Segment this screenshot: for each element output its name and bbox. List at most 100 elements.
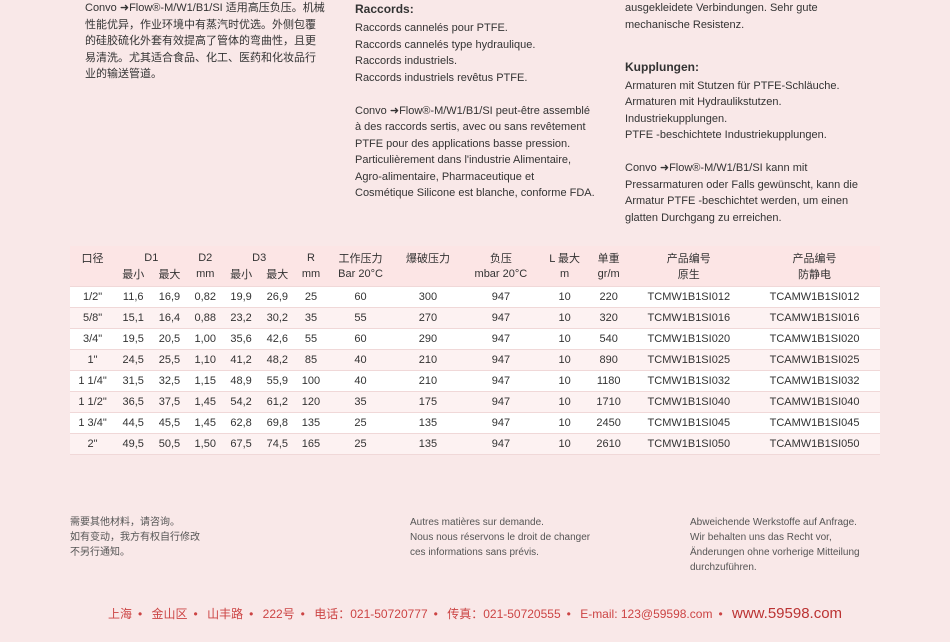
table-cell: 175 <box>395 392 462 413</box>
table-cell: TCMW1B1SI050 <box>629 434 750 455</box>
table-cell: TCMW1B1SI012 <box>629 287 750 308</box>
table-cell: 300 <box>395 287 462 308</box>
table-cell: 2450 <box>589 413 629 434</box>
table-cell: 1180 <box>589 371 629 392</box>
footer-line: Nous nous réservons le droit de changer <box>410 530 600 545</box>
col-heading: Kupplungen: <box>625 58 865 76</box>
table-cell: 74,5 <box>259 434 295 455</box>
table-cell: 220 <box>589 287 629 308</box>
table-cell: 100 <box>295 371 326 392</box>
table-cell: 69,8 <box>259 413 295 434</box>
table-subheader: 最小 <box>115 266 151 287</box>
table-cell: 11,6 <box>115 287 151 308</box>
col-para: Armaturen mit Hydraulikstutzen. <box>625 94 865 111</box>
table-cell: 62,8 <box>223 413 259 434</box>
footer-notes: 需要其他材料，请咨询。如有变动，我方有权自行修改不另行通知。 Autres ma… <box>0 455 950 595</box>
table-subheader: m <box>540 266 588 287</box>
footer-line: Autres matières sur demande. <box>410 515 600 530</box>
table-cell: 10 <box>540 413 588 434</box>
spec-table-wrap: 口径D1D2D3R工作压力爆破压力负压L 最大单重产品编号产品编号 最小最大mm… <box>0 246 950 455</box>
table-cell: TCAMW1B1SI045 <box>749 413 880 434</box>
table-cell: 5/8" <box>70 308 115 329</box>
table-cell: 61,2 <box>259 392 295 413</box>
table-header: 工作压力 <box>327 246 395 266</box>
table-body: 1/2"11,616,90,8219,926,9256030094710220T… <box>70 287 880 455</box>
table-cell: 890 <box>589 350 629 371</box>
table-cell: TCMW1B1SI032 <box>629 371 750 392</box>
col-para: PTFE -beschichtete Industriekupplungen. <box>625 127 865 144</box>
table-row: 5/8"15,116,40,8823,230,2355527094710320T… <box>70 308 880 329</box>
footer-line: Abweichende Werkstoffe auf Anfrage. <box>690 515 880 530</box>
table-row: 1/2"11,616,90,8219,926,9256030094710220T… <box>70 287 880 308</box>
col-para: Raccords industriels revêtus PTFE. <box>355 70 595 87</box>
table-cell: 24,5 <box>115 350 151 371</box>
table-cell: 0,88 <box>188 308 223 329</box>
table-cell: 10 <box>540 434 588 455</box>
table-cell: 2610 <box>589 434 629 455</box>
table-cell: TCMW1B1SI020 <box>629 329 750 350</box>
table-subheader: mbar 20°C <box>461 266 540 287</box>
table-cell: 1" <box>70 350 115 371</box>
footer-col-german: Abweichende Werkstoffe auf Anfrage.Wir b… <box>630 515 880 575</box>
table-cell: 1 1/4" <box>70 371 115 392</box>
table-cell: 44,5 <box>115 413 151 434</box>
table-cell: 41,2 <box>223 350 259 371</box>
footer-line: Änderungen ohne vorherige Mitteilung dur… <box>690 545 880 575</box>
website-link[interactable]: www.59598.com <box>732 605 842 622</box>
table-header: 口径 <box>70 246 115 266</box>
table-cell: 45,5 <box>151 413 187 434</box>
table-cell: 290 <box>395 329 462 350</box>
table-cell: 540 <box>589 329 629 350</box>
table-cell: 210 <box>395 371 462 392</box>
table-cell: 15,1 <box>115 308 151 329</box>
table-subheader <box>395 266 462 287</box>
table-cell: 1/2" <box>70 287 115 308</box>
table-cell: TCAMW1B1SI040 <box>749 392 880 413</box>
table-cell: TCMW1B1SI045 <box>629 413 750 434</box>
table-cell: TCAMW1B1SI016 <box>749 308 880 329</box>
table-cell: 947 <box>461 434 540 455</box>
col-para <box>625 33 865 50</box>
col-para: Industriekupplungen. <box>625 111 865 128</box>
table-cell: TCAMW1B1SI012 <box>749 287 880 308</box>
table-cell: 40 <box>327 350 395 371</box>
header-row-1: 口径D1D2D3R工作压力爆破压力负压L 最大单重产品编号产品编号 <box>70 246 880 266</box>
table-cell: 3/4" <box>70 329 115 350</box>
table-cell: 19,5 <box>115 329 151 350</box>
table-cell: 1,00 <box>188 329 223 350</box>
col-para: Armaturen mit Stutzen für PTFE-Schläuche… <box>625 78 865 95</box>
table-subheader: 最大 <box>151 266 187 287</box>
table-cell: 947 <box>461 287 540 308</box>
table-cell: 16,4 <box>151 308 187 329</box>
table-cell: 50,5 <box>151 434 187 455</box>
table-row: 1 1/4"31,532,51,1548,955,910040210947101… <box>70 371 880 392</box>
table-header: 负压 <box>461 246 540 266</box>
table-cell: 55 <box>327 308 395 329</box>
table-cell: 10 <box>540 371 588 392</box>
table-cell: 10 <box>540 287 588 308</box>
footer-col-french: Autres matières sur demande.Nous nous ré… <box>290 515 600 575</box>
table-cell: 1710 <box>589 392 629 413</box>
table-cell: 25 <box>327 434 395 455</box>
table-cell: 947 <box>461 350 540 371</box>
table-cell: 37,5 <box>151 392 187 413</box>
table-cell: 55 <box>295 329 326 350</box>
table-subheader: 最小 <box>223 266 259 287</box>
col-para <box>355 86 595 103</box>
table-cell: TCAMW1B1SI020 <box>749 329 880 350</box>
table-cell: TCMW1B1SI025 <box>629 350 750 371</box>
table-subheader: 防静电 <box>749 266 880 287</box>
table-cell: 49,5 <box>115 434 151 455</box>
table-cell: 135 <box>295 413 326 434</box>
col-para: Particulièrement dans l'industrie Alimen… <box>355 152 595 202</box>
table-cell: 165 <box>295 434 326 455</box>
col-para: Raccords industriels. <box>355 53 595 70</box>
table-subheader <box>70 266 115 287</box>
footer-line: ces informations sans prévis. <box>410 545 600 560</box>
table-cell: 1 1/2" <box>70 392 115 413</box>
table-row: 3/4"19,520,51,0035,642,6556029094710540T… <box>70 329 880 350</box>
spec-table: 口径D1D2D3R工作压力爆破压力负压L 最大单重产品编号产品编号 最小最大mm… <box>70 246 880 455</box>
table-row: 1 1/2"36,537,51,4554,261,212035175947101… <box>70 392 880 413</box>
table-cell: 25,5 <box>151 350 187 371</box>
table-cell: TCAMW1B1SI032 <box>749 371 880 392</box>
